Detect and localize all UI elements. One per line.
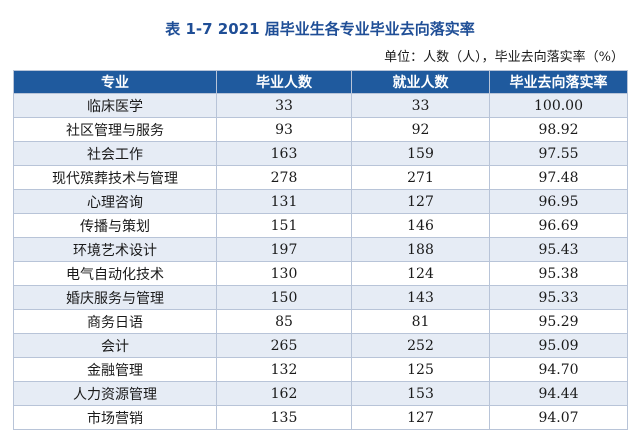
cell-rate: 96.69 [489,213,628,238]
table-row: 婚庆服务与管理 150 143 95.33 [13,285,628,310]
graduation-rate-table: 专业 毕业人数 就业人数 毕业去向落实率 临床医学 33 33 100.00 社… [13,70,628,430]
cell-rate: 96.95 [489,189,628,214]
cell-graduates: 33 [216,93,352,118]
cell-major: 临床医学 [13,93,217,118]
cell-rate: 95.33 [489,285,628,310]
cell-graduates: 162 [216,381,352,406]
cell-graduates: 151 [216,213,352,238]
table-row: 环境艺术设计 197 188 95.43 [13,237,628,262]
cell-major: 婚庆服务与管理 [13,285,217,310]
cell-rate: 95.43 [489,237,628,262]
cell-rate: 94.07 [489,405,628,430]
cell-graduates: 130 [216,261,352,286]
table-header-row: 专业 毕业人数 就业人数 毕业去向落实率 [13,70,628,94]
cell-rate: 94.44 [489,381,628,406]
cell-major: 传播与策划 [13,213,217,238]
cell-rate: 94.70 [489,357,628,382]
cell-employed: 188 [351,237,490,262]
cell-major: 市场营销 [13,405,217,430]
table-row: 市场营销 135 127 94.07 [13,405,628,430]
cell-rate: 100.00 [489,93,628,118]
cell-major: 社会工作 [13,141,217,166]
table-row: 金融管理 132 125 94.70 [13,357,628,382]
cell-graduates: 265 [216,333,352,358]
cell-major: 会计 [13,333,217,358]
table-row: 社区管理与服务 93 92 98.92 [13,117,628,142]
cell-employed: 252 [351,333,490,358]
table-row: 会计 265 252 95.09 [13,333,628,358]
cell-graduates: 132 [216,357,352,382]
cell-rate: 95.09 [489,333,628,358]
cell-employed: 146 [351,213,490,238]
table-row: 心理咨询 131 127 96.95 [13,189,628,214]
cell-graduates: 93 [216,117,352,142]
cell-employed: 124 [351,261,490,286]
cell-rate: 95.38 [489,261,628,286]
cell-employed: 143 [351,285,490,310]
cell-rate: 98.92 [489,117,628,142]
cell-employed: 159 [351,141,490,166]
cell-major: 现代殡葬技术与管理 [13,165,217,190]
cell-major: 社区管理与服务 [13,117,217,142]
table-row: 社会工作 163 159 97.55 [13,141,628,166]
cell-employed: 33 [351,93,490,118]
table-row: 现代殡葬技术与管理 278 271 97.48 [13,165,628,190]
cell-graduates: 131 [216,189,352,214]
table-title: 表 1-7 2021 届毕业生各专业毕业去向落实率 [165,20,475,38]
header-rate: 毕业去向落实率 [489,70,628,94]
table-row: 商务日语 85 81 95.29 [13,309,628,334]
cell-employed: 127 [351,189,490,214]
header-major: 专业 [13,70,217,94]
cell-major: 心理咨询 [13,189,217,214]
cell-major: 人力资源管理 [13,381,217,406]
header-employed: 就业人数 [351,70,490,94]
cell-graduates: 278 [216,165,352,190]
cell-employed: 127 [351,405,490,430]
cell-employed: 125 [351,357,490,382]
cell-major: 商务日语 [13,309,217,334]
cell-employed: 153 [351,381,490,406]
cell-major: 电气自动化技术 [13,261,217,286]
cell-rate: 95.29 [489,309,628,334]
table-row: 人力资源管理 162 153 94.44 [13,381,628,406]
table-row: 电气自动化技术 130 124 95.38 [13,261,628,286]
cell-graduates: 85 [216,309,352,334]
cell-graduates: 163 [216,141,352,166]
cell-employed: 92 [351,117,490,142]
cell-employed: 271 [351,165,490,190]
cell-rate: 97.48 [489,165,628,190]
cell-major: 金融管理 [13,357,217,382]
cell-major: 环境艺术设计 [13,237,217,262]
cell-rate: 97.55 [489,141,628,166]
cell-graduates: 197 [216,237,352,262]
unit-note: 单位：人数（人），毕业去向落实率（%） [384,50,624,65]
header-graduates: 毕业人数 [216,70,352,94]
cell-graduates: 135 [216,405,352,430]
table-row: 临床医学 33 33 100.00 [13,93,628,118]
cell-graduates: 150 [216,285,352,310]
cell-employed: 81 [351,309,490,334]
table-row: 传播与策划 151 146 96.69 [13,213,628,238]
